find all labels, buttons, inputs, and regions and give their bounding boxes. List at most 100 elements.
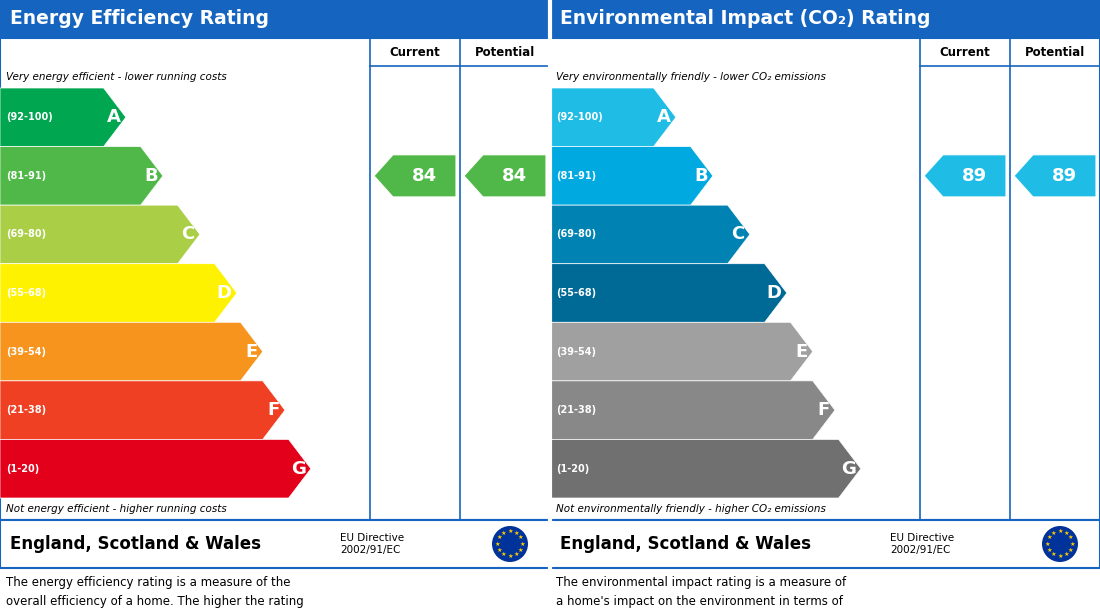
- Text: ★: ★: [1052, 531, 1057, 536]
- Text: ★: ★: [1069, 542, 1075, 547]
- Text: F: F: [817, 401, 830, 419]
- Text: (69-80): (69-80): [6, 230, 46, 239]
- Text: 84: 84: [411, 167, 437, 185]
- Text: A: A: [657, 108, 671, 126]
- FancyBboxPatch shape: [0, 38, 550, 520]
- Text: Environmental Impact (CO₂) Rating: Environmental Impact (CO₂) Rating: [560, 10, 931, 29]
- Text: England, Scotland & Wales: England, Scotland & Wales: [10, 535, 261, 553]
- Text: ★: ★: [496, 548, 503, 553]
- Text: (81-91): (81-91): [556, 171, 596, 181]
- Text: F: F: [267, 401, 280, 419]
- Circle shape: [492, 526, 528, 562]
- FancyBboxPatch shape: [0, 0, 550, 38]
- Text: ★: ★: [518, 548, 524, 553]
- Text: (92-100): (92-100): [556, 112, 603, 122]
- Text: The energy efficiency rating is a measure of the
overall efficiency of a home. T: The energy efficiency rating is a measur…: [6, 576, 304, 612]
- Text: (21-38): (21-38): [6, 405, 46, 415]
- Text: EU Directive: EU Directive: [340, 533, 404, 543]
- Text: ★: ★: [502, 531, 507, 536]
- Text: ★: ★: [1064, 552, 1069, 557]
- Text: (69-80): (69-80): [556, 230, 596, 239]
- Text: ★: ★: [1068, 536, 1074, 540]
- Circle shape: [1042, 526, 1078, 562]
- Text: ★: ★: [1052, 552, 1057, 557]
- Text: ★: ★: [1057, 554, 1063, 559]
- Text: C: C: [732, 225, 745, 244]
- Text: EU Directive: EU Directive: [890, 533, 954, 543]
- FancyBboxPatch shape: [550, 0, 1100, 38]
- Polygon shape: [550, 264, 786, 323]
- Text: Not energy efficient - higher running costs: Not energy efficient - higher running co…: [6, 504, 227, 514]
- Polygon shape: [0, 264, 236, 323]
- Polygon shape: [550, 205, 750, 264]
- Text: Current: Current: [939, 45, 990, 59]
- Text: 2002/91/EC: 2002/91/EC: [340, 545, 400, 555]
- Text: 89: 89: [1052, 167, 1077, 185]
- Text: C: C: [182, 225, 195, 244]
- Text: A: A: [107, 108, 121, 126]
- Text: G: G: [842, 460, 856, 478]
- Polygon shape: [1014, 155, 1096, 197]
- Text: (21-38): (21-38): [556, 405, 596, 415]
- Text: ★: ★: [1068, 548, 1074, 553]
- Text: ★: ★: [502, 552, 507, 557]
- Text: The environmental impact rating is a measure of
a home's impact on the environme: The environmental impact rating is a mea…: [556, 576, 847, 612]
- Text: G: G: [292, 460, 306, 478]
- Text: ★: ★: [514, 552, 519, 557]
- Text: ★: ★: [1057, 529, 1063, 534]
- Text: 84: 84: [502, 167, 527, 185]
- Polygon shape: [374, 155, 456, 197]
- Polygon shape: [0, 146, 163, 205]
- Text: Potential: Potential: [1025, 45, 1085, 59]
- Polygon shape: [0, 88, 125, 146]
- Text: ★: ★: [519, 542, 525, 547]
- Text: B: B: [694, 167, 708, 185]
- Text: ★: ★: [514, 531, 519, 536]
- Polygon shape: [0, 323, 263, 381]
- Text: ★: ★: [1046, 548, 1053, 553]
- Text: D: D: [217, 284, 232, 302]
- Text: ★: ★: [1064, 531, 1069, 536]
- Text: ★: ★: [1045, 542, 1050, 547]
- Text: ★: ★: [518, 536, 524, 540]
- FancyBboxPatch shape: [0, 520, 550, 568]
- Polygon shape: [550, 381, 835, 439]
- Polygon shape: [550, 146, 713, 205]
- Polygon shape: [464, 155, 546, 197]
- Polygon shape: [550, 323, 813, 381]
- Polygon shape: [924, 155, 1007, 197]
- Text: Very environmentally friendly - lower CO₂ emissions: Very environmentally friendly - lower CO…: [556, 72, 826, 82]
- Text: 89: 89: [961, 167, 987, 185]
- Text: ★: ★: [507, 554, 513, 559]
- Text: England, Scotland & Wales: England, Scotland & Wales: [560, 535, 811, 553]
- Text: ★: ★: [507, 529, 513, 534]
- Text: E: E: [795, 343, 807, 360]
- FancyBboxPatch shape: [550, 520, 1100, 568]
- Text: (92-100): (92-100): [6, 112, 53, 122]
- Text: E: E: [245, 343, 257, 360]
- Text: (39-54): (39-54): [556, 346, 596, 357]
- Text: (55-68): (55-68): [6, 288, 46, 298]
- Text: Very energy efficient - lower running costs: Very energy efficient - lower running co…: [6, 72, 227, 82]
- Text: (1-20): (1-20): [6, 464, 40, 474]
- Polygon shape: [550, 439, 861, 498]
- Text: (1-20): (1-20): [556, 464, 590, 474]
- Text: (39-54): (39-54): [6, 346, 46, 357]
- Text: B: B: [144, 167, 158, 185]
- Polygon shape: [0, 381, 285, 439]
- FancyBboxPatch shape: [550, 38, 1100, 520]
- Polygon shape: [0, 439, 311, 498]
- Text: ★: ★: [495, 542, 500, 547]
- Text: Not environmentally friendly - higher CO₂ emissions: Not environmentally friendly - higher CO…: [556, 504, 826, 514]
- Text: D: D: [767, 284, 782, 302]
- Text: ★: ★: [1046, 536, 1053, 540]
- Text: Potential: Potential: [475, 45, 535, 59]
- Text: Current: Current: [389, 45, 440, 59]
- Text: (55-68): (55-68): [556, 288, 596, 298]
- Polygon shape: [550, 88, 675, 146]
- Text: 2002/91/EC: 2002/91/EC: [890, 545, 950, 555]
- Text: ★: ★: [496, 536, 503, 540]
- Text: (81-91): (81-91): [6, 171, 46, 181]
- Text: Energy Efficiency Rating: Energy Efficiency Rating: [10, 10, 269, 29]
- Polygon shape: [0, 205, 200, 264]
